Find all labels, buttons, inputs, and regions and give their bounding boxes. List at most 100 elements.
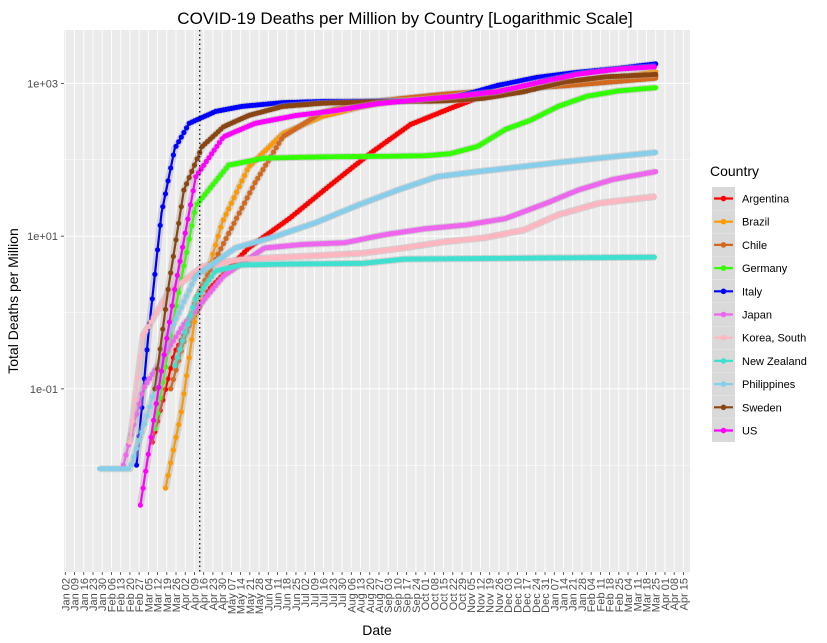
x-tick-label: Aug 06 [346,578,358,613]
legend-item: US [712,419,757,442]
legend-key-point [720,311,727,318]
legend-key-point [720,404,727,411]
legend-key-point [720,358,727,364]
legend-key-point [720,218,727,225]
x-tick-label: Sep 24 [411,578,423,613]
x-tick-label: May 21 [245,578,257,614]
x-tick-label: Oct 01 [420,578,432,610]
x-tick-label: Feb 04 [586,578,598,612]
legend-label: Italy [742,286,763,298]
series-line [153,86,656,429]
legend-item: Germany [712,256,788,280]
legend-label: Korea, South [742,333,806,345]
x-tick-label: Sep 17 [402,578,414,613]
x-axis-title: Date [362,622,392,638]
series-line [173,256,656,367]
x-tick-label: Dec 10 [512,578,524,613]
x-tick-label: Apr 09 [190,578,202,610]
series-line [139,65,656,506]
legend-title: Country [710,163,759,179]
x-tick-label: Nov 26 [494,578,506,613]
y-tick-label: 1e-01 [30,384,58,396]
legend-item: Japan [712,303,772,326]
x-tick-label: Aug 27 [374,578,386,613]
x-tick-label: Jul 02 [300,578,312,607]
x-tick-label: Feb 11 [595,578,607,611]
chart-title: COVID-19 Deaths per Million by Country [… [177,9,632,28]
x-tick-label: Mar 05 [143,578,155,612]
data-point [653,149,659,155]
legend-item: Italy [712,279,763,303]
series-line [99,151,656,470]
legend-label: Japan [742,310,772,322]
legend-label: US [742,426,757,438]
x-tick-label: Aug 20 [365,578,377,613]
legend-key-point [720,427,727,434]
legend: Country Argentina Brazil Chile Germany Italy… [710,163,807,442]
series-line [122,170,656,466]
legend-label: Argentina [742,194,790,206]
x-tick-label: Feb 06 [106,578,118,612]
x-tick-label: Jun 18 [282,578,294,611]
data-point [653,71,659,77]
x-tick-label: Sep 10 [392,578,404,613]
legend-item: Korea, South [712,326,806,350]
legend-item: Philippines [712,372,796,396]
legend-item: New Zealand [712,349,807,373]
legend-key-point [720,334,727,341]
x-tick-label: Jul 30 [337,578,349,607]
series-us [136,63,658,508]
x-tick-label: Jan 21 [568,578,580,611]
x-tick-label: Jul 16 [319,578,331,607]
x-tick-label: Oct 08 [429,578,441,610]
data-point [653,75,659,81]
x-tick-label: Oct 15 [439,578,451,610]
y-tick-labels: 1e-01 1e+01 1e+03 [27,78,64,396]
y-tick-label: 1e+03 [27,78,58,90]
x-tick-label: Mar 18 [642,578,654,612]
series-philippines [97,148,659,473]
x-tick-label: Jul 23 [328,578,340,607]
x-tick-label: Nov 19 [485,578,497,613]
legend-label: Chile [742,240,767,252]
legend-label: Sweden [742,402,782,414]
series-line [153,73,656,390]
series-line [128,195,656,443]
x-tick-label: Mar 19 [162,578,174,612]
series-sweden [151,70,659,392]
x-tick-label: Jan 09 [70,578,82,611]
legend-label: Germany [742,263,788,275]
legend-item: Chile [712,233,767,257]
legend-key-point [720,195,727,202]
x-tick-label: Sep 03 [383,578,395,613]
series-marks [97,60,659,508]
plot-panel [64,30,690,572]
legend-key-point [720,265,727,271]
x-tick-label: Aug 13 [356,578,368,613]
x-tick-label: May 28 [254,578,266,614]
x-tick-label: Apr 02 [180,578,192,610]
legend-label: Brazil [742,217,770,229]
x-tick-label: Jan 30 [97,578,109,611]
x-tick-label: Apr 30 [217,578,229,610]
x-tick-label: Nov 05 [466,578,478,613]
series-new-zealand [171,253,658,369]
x-tick-label: Dec 31 [540,578,552,613]
x-tick-label: Mar 25 [651,578,663,612]
x-tick-label: Mar 12 [153,578,165,612]
x-tick-label: Mar 26 [171,578,183,612]
x-tick-label: Jun 11 [273,578,285,610]
x-tick-label: Dec 17 [522,578,534,613]
legend-item: Argentina [712,187,790,210]
x-tick-label: Apr 16 [199,578,211,610]
x-tick-label: Jun 25 [291,578,303,611]
x-tick-label: Jun 04 [263,578,275,611]
x-tick-label: Jan 16 [79,578,91,611]
x-tick-label: Oct 29 [457,578,469,610]
x-tick-label: Jan 02 [60,578,72,611]
x-tick-label: Jan 28 [577,578,589,611]
x-tick-label: Jul 09 [309,578,321,607]
x-tick-label: May 07 [226,578,238,614]
x-tick-label: Dec 24 [531,578,543,613]
